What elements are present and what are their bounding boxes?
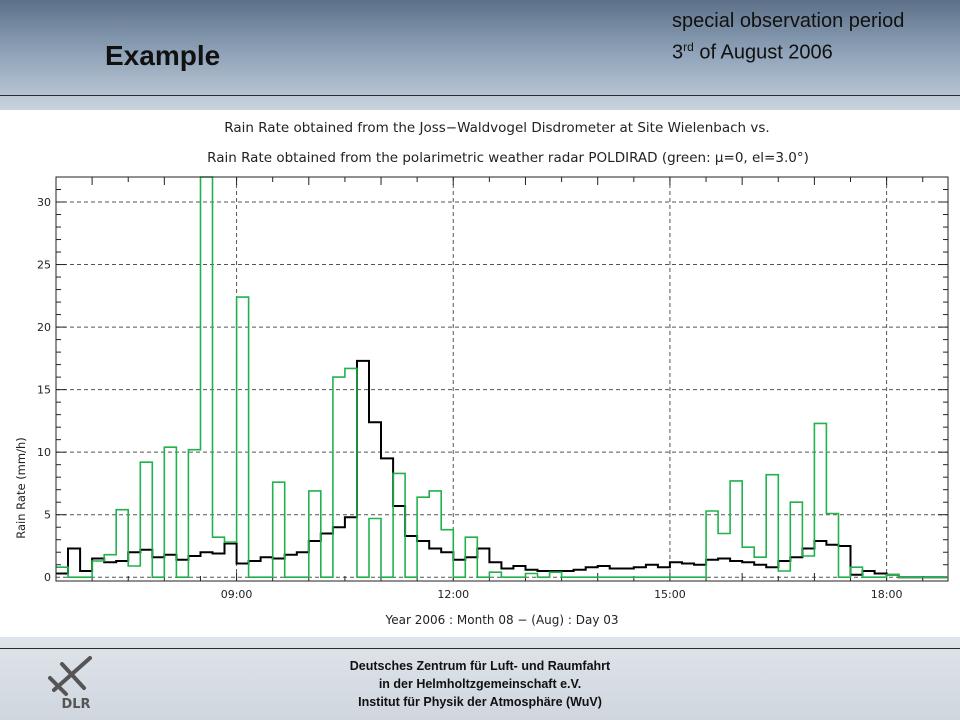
x-tick-label: 18:00 [871, 588, 903, 601]
y-tick-label: 30 [37, 196, 51, 209]
x-tick-labels: 09:00 12:00 15:00 18:00 [221, 588, 903, 601]
footer-line-3: Institut für Physik der Atmosphäre (WuV) [358, 695, 602, 709]
series-disdrometer-line [56, 359, 947, 579]
x-tick-label: 15:00 [654, 588, 686, 601]
y-tick-label: 5 [44, 509, 51, 522]
y-tick-label: 25 [37, 259, 51, 272]
y-tick-label: 10 [37, 446, 51, 459]
subtitle-line-2: 3rd of August 2006 [672, 34, 904, 66]
chart-title-line-1: Rain Rate obtained from the Joss−Waldvog… [224, 120, 769, 136]
x-tick-label: 09:00 [221, 588, 253, 601]
y-tick-label: 15 [37, 384, 51, 397]
y-axis-label: Rain Rate (mm/h) [14, 437, 28, 539]
chart-title-line-2: Rain Rate obtained from the polarimetric… [207, 150, 809, 166]
series-radar-line [56, 176, 947, 578]
slide-title: Example [105, 40, 221, 71]
subtitle-line-1: special observation period [672, 10, 905, 32]
header-divider [0, 95, 960, 96]
x-tick-label: 12:00 [437, 588, 469, 601]
footer-divider [0, 648, 960, 649]
footer-line-2: in der Helmholtzgemeinschaft e.V. [378, 677, 582, 691]
subtitle-date: of August 2006 [693, 41, 833, 64]
subtitle-day: 3 [672, 41, 684, 64]
subtitle-ordinal: rd [683, 40, 694, 54]
dlr-logo: DLR [48, 656, 92, 712]
y-tick-label: 0 [44, 571, 51, 584]
logo-text: DLR [61, 697, 90, 712]
plot-frame [55, 176, 949, 582]
grid-lines [56, 177, 948, 581]
series-lines [56, 176, 947, 579]
y-tick-label: 20 [37, 321, 51, 334]
chart-panel: Rain Rate obtained from the Joss−Waldvog… [0, 110, 960, 637]
slide-subtitle: special observation period 3rd of August… [672, 8, 904, 66]
footer-line-1: Deutsches Zentrum für Luft- und Raumfahr… [349, 659, 611, 673]
y-tick-labels: 0 5 10 15 20 25 30 [37, 196, 51, 584]
rain-rate-chart: Rain Rate obtained from the Joss−Waldvog… [14, 120, 949, 627]
x-axis-label: Year 2006 : Month 08 − (Aug) : Day 03 [384, 613, 618, 627]
institution-footer: Deutsches Zentrum für Luft- und Raumfahr… [220, 657, 740, 711]
slide-header [0, 0, 960, 96]
